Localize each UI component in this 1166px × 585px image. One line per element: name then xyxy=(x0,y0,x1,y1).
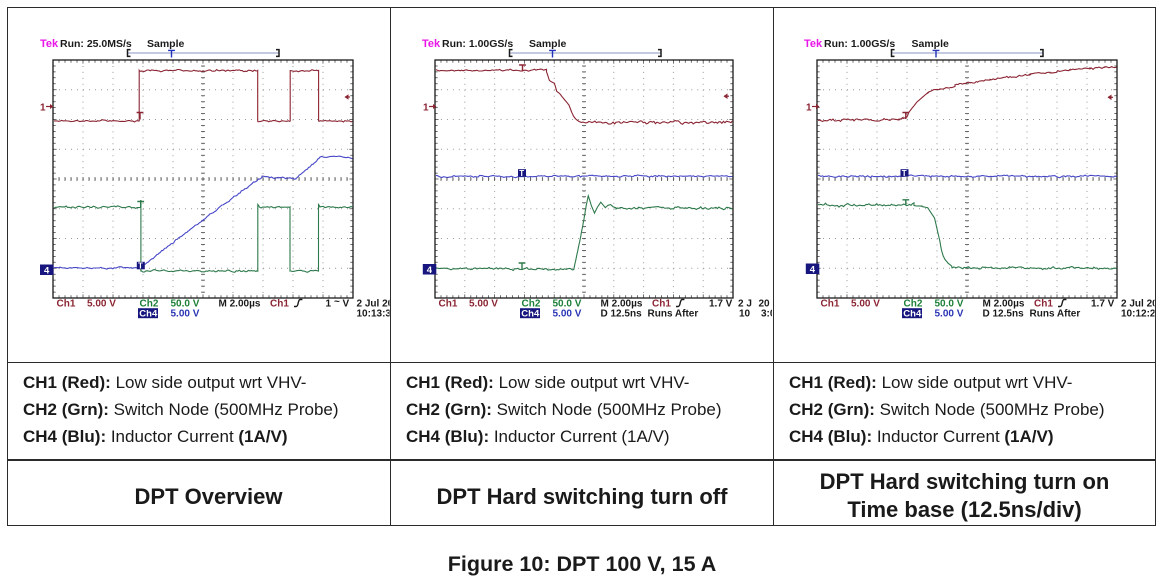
svg-text:Ch2: Ch2 xyxy=(522,299,541,310)
svg-text:1: 1 xyxy=(40,103,46,114)
svg-text:5.00 V: 5.00 V xyxy=(851,299,880,310)
svg-text:Sample: Sample xyxy=(147,38,185,50)
svg-text:Run: 1.00GS/s: Run: 1.00GS/s xyxy=(442,38,513,50)
svg-text:T: T xyxy=(138,262,143,271)
svg-text:Sample: Sample xyxy=(529,38,567,50)
svg-text:5.00 V: 5.00 V xyxy=(553,309,582,320)
svg-text:20: 20 xyxy=(759,299,771,310)
svg-text:Runs After: Runs After xyxy=(1030,309,1081,320)
svg-text:Run: 1.00GS/s: Run: 1.00GS/s xyxy=(824,38,895,50)
svg-text:M 2.00µs: M 2.00µs xyxy=(601,299,643,310)
svg-text:Tek: Tek xyxy=(422,38,441,50)
svg-text:Ch4: Ch4 xyxy=(521,309,540,320)
svg-text:10: 10 xyxy=(739,309,751,320)
svg-text:Ch2: Ch2 xyxy=(904,299,923,310)
svg-text:Ch2: Ch2 xyxy=(140,299,159,310)
svg-text:1.7 V: 1.7 V xyxy=(709,299,733,310)
svg-text:4: 4 xyxy=(427,265,433,276)
svg-text:Ch1: Ch1 xyxy=(1034,299,1053,310)
svg-text:2 J: 2 J xyxy=(738,299,752,310)
svg-text:3:0: 3:0 xyxy=(761,309,776,320)
svg-text:Run: 25.0MS/s: Run: 25.0MS/s xyxy=(60,38,132,50)
svg-text:T: T xyxy=(519,169,524,178)
svg-text:1.7 V: 1.7 V xyxy=(1091,299,1115,310)
svg-text:10:13:32: 10:13:32 xyxy=(357,309,397,320)
svg-text:Ch4: Ch4 xyxy=(139,309,158,320)
svg-text:1: 1 xyxy=(423,103,429,114)
svg-text:Tek: Tek xyxy=(804,38,823,50)
svg-text:V: V xyxy=(343,299,350,310)
svg-text:Ch4: Ch4 xyxy=(903,309,922,320)
svg-text:50.0 V: 50.0 V xyxy=(171,299,200,310)
svg-text:50.0 V: 50.0 V xyxy=(935,299,964,310)
svg-text:4: 4 xyxy=(810,265,816,276)
svg-text:Ch1: Ch1 xyxy=(821,299,840,310)
svg-text:4: 4 xyxy=(44,266,50,277)
svg-text:5.00 V: 5.00 V xyxy=(87,299,116,310)
svg-text:M 2.00µs: M 2.00µs xyxy=(983,299,1025,310)
svg-text:2 Jul 20: 2 Jul 20 xyxy=(357,299,394,310)
svg-text:1: 1 xyxy=(326,299,332,310)
svg-text:D 12.5ns: D 12.5ns xyxy=(983,309,1025,320)
svg-text:T: T xyxy=(902,169,907,178)
svg-text:2 Jul 20: 2 Jul 20 xyxy=(1121,299,1158,310)
svg-text:10:12:22: 10:12:22 xyxy=(1121,309,1161,320)
svg-text:5.00 V: 5.00 V xyxy=(935,309,964,320)
svg-text:D 12.5ns: D 12.5ns xyxy=(601,309,643,320)
svg-text:5.00 V: 5.00 V xyxy=(469,299,498,310)
svg-text:5.00 V: 5.00 V xyxy=(171,309,200,320)
svg-text:~: ~ xyxy=(334,297,340,308)
svg-text:1: 1 xyxy=(806,103,812,114)
svg-text:Runs After: Runs After xyxy=(648,309,699,320)
svg-text:Tek: Tek xyxy=(40,38,59,50)
svg-text:Ch1: Ch1 xyxy=(652,299,671,310)
svg-text:Ch1: Ch1 xyxy=(57,299,76,310)
svg-text:Ch1: Ch1 xyxy=(439,299,458,310)
svg-text:Ch1: Ch1 xyxy=(270,299,289,310)
svg-text:50.0 V: 50.0 V xyxy=(553,299,582,310)
svg-text:M 2.00µs: M 2.00µs xyxy=(219,299,261,310)
svg-text:Sample: Sample xyxy=(912,38,950,50)
